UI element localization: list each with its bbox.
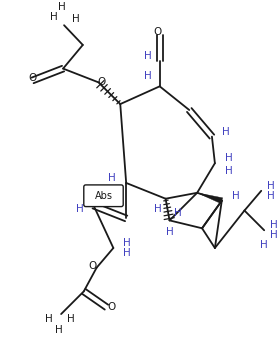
Text: H: H: [45, 314, 53, 324]
Text: H: H: [55, 325, 63, 335]
Text: H: H: [76, 204, 84, 214]
Text: H: H: [267, 191, 275, 201]
Text: H: H: [270, 230, 277, 240]
Text: H: H: [123, 238, 131, 248]
Text: H: H: [225, 166, 233, 176]
Text: O: O: [98, 77, 106, 87]
Text: H: H: [154, 204, 161, 214]
Text: H: H: [267, 181, 275, 191]
Text: O: O: [89, 261, 97, 271]
Text: H: H: [123, 248, 131, 258]
Text: Abs: Abs: [94, 191, 112, 201]
Text: H: H: [144, 51, 152, 61]
Text: H: H: [260, 240, 268, 250]
FancyBboxPatch shape: [84, 185, 123, 206]
Text: H: H: [109, 173, 116, 183]
Text: H: H: [222, 127, 230, 137]
Text: H: H: [67, 314, 75, 324]
Text: H: H: [58, 3, 66, 13]
Text: H: H: [225, 153, 233, 163]
Text: H: H: [166, 227, 173, 237]
Text: O: O: [29, 73, 37, 83]
Text: H: H: [270, 220, 277, 230]
Text: H: H: [50, 12, 58, 22]
Text: H: H: [232, 191, 239, 201]
Text: H: H: [174, 208, 181, 218]
Text: O: O: [153, 27, 162, 37]
Polygon shape: [197, 193, 223, 204]
Text: H: H: [72, 14, 80, 24]
Text: O: O: [107, 302, 116, 312]
Text: H: H: [144, 71, 152, 82]
